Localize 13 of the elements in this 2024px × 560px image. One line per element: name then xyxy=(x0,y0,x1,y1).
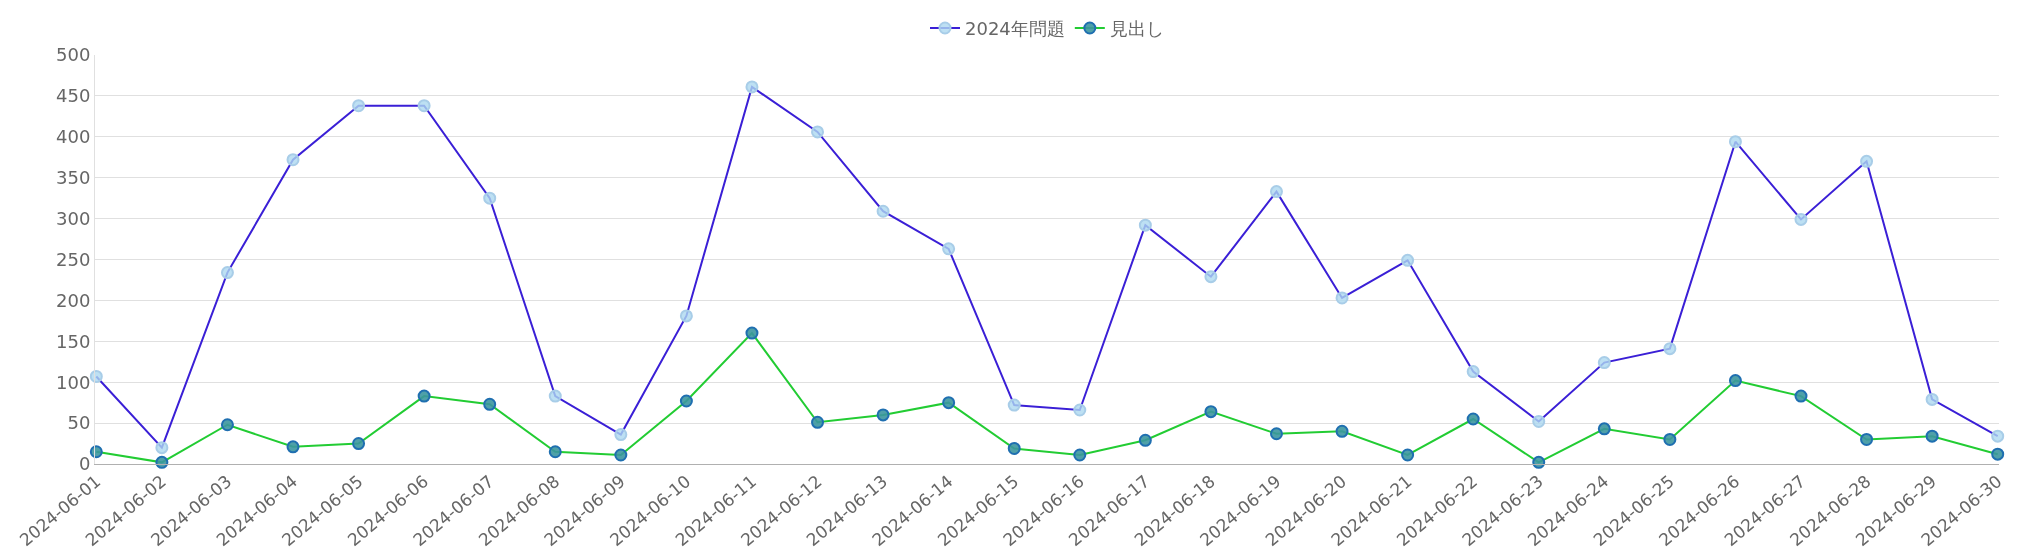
legend-label: 2024年問題 xyxy=(965,18,1065,40)
y-tick-label: 400 xyxy=(56,126,91,148)
y-tick-label: 200 xyxy=(56,289,91,311)
y-tick-label: 100 xyxy=(56,371,91,393)
y-tick-label: 0 xyxy=(78,453,91,475)
y-tick-label: 500 xyxy=(56,44,91,66)
legend-label: 見出し xyxy=(1109,18,1164,40)
y-tick-label: 300 xyxy=(56,207,91,229)
y-tick-label: 50 xyxy=(67,412,91,434)
y-tick-label: 450 xyxy=(56,85,91,107)
y-tick-label: 150 xyxy=(56,330,91,352)
y-tick-label: 250 xyxy=(56,248,91,270)
y-tick-label: 350 xyxy=(56,167,91,188)
